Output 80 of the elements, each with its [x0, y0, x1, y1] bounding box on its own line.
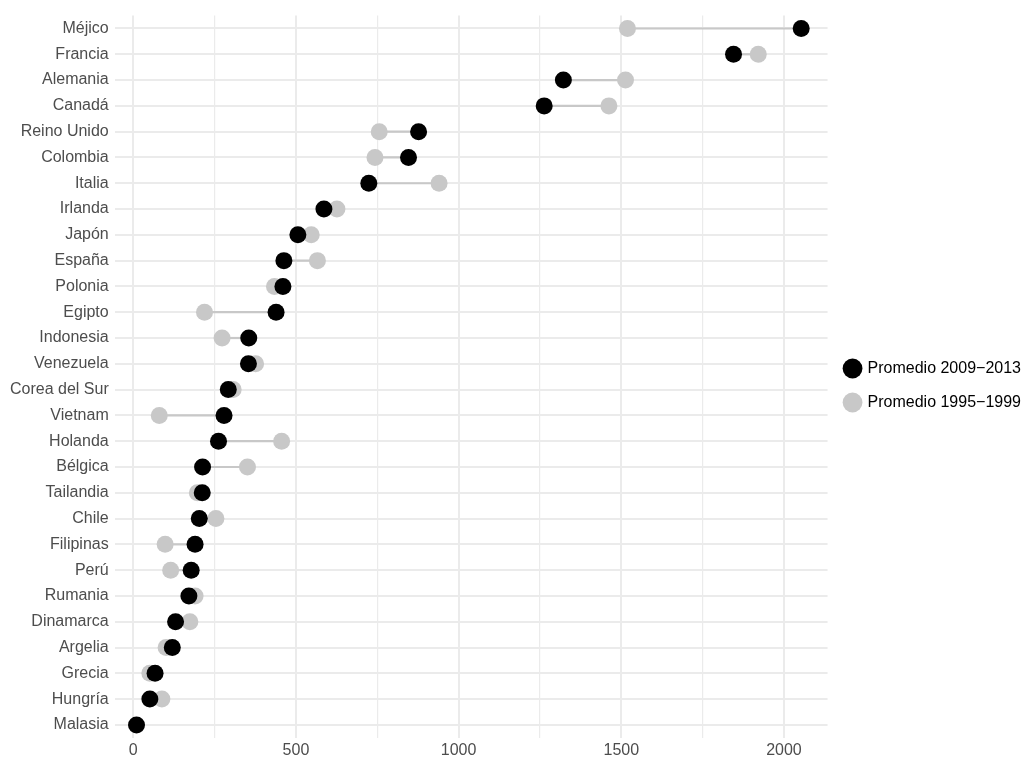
point — [128, 716, 146, 734]
y-tick-label: Holanda — [49, 431, 109, 449]
point — [215, 406, 233, 424]
point — [360, 174, 378, 192]
point — [182, 561, 200, 579]
point — [186, 535, 204, 553]
y-tick-label: Indonesia — [39, 328, 109, 346]
point — [308, 252, 326, 270]
point — [275, 252, 293, 270]
x-tick-label: 2000 — [766, 740, 802, 758]
point — [210, 432, 227, 450]
point — [749, 45, 767, 63]
point — [535, 97, 553, 115]
point — [617, 71, 635, 89]
y-tick-label: Dinamarca — [31, 612, 109, 630]
x-tick-label: 1000 — [440, 740, 477, 758]
point — [141, 690, 159, 708]
point — [180, 587, 198, 605]
point — [273, 432, 291, 450]
point — [194, 458, 212, 476]
point — [274, 277, 292, 295]
point — [430, 174, 448, 192]
point — [190, 510, 208, 528]
point — [193, 484, 211, 502]
y-tick-label: Reino Unido — [20, 122, 109, 140]
point — [267, 303, 285, 321]
y-tick-label: Malasia — [53, 715, 109, 733]
point — [792, 20, 810, 37]
point — [146, 664, 164, 682]
y-tick-label: Vietnam — [50, 405, 109, 423]
point — [410, 123, 428, 141]
point — [213, 329, 231, 347]
legend-label: Promedio 1995−1999 — [867, 392, 1022, 410]
y-tick-label: Francia — [55, 44, 109, 62]
y-tick-label: Colombia — [41, 147, 109, 165]
point — [400, 148, 417, 166]
point — [238, 458, 256, 476]
y-tick-label: Alemania — [42, 70, 109, 88]
y-tick-label: Chile — [72, 508, 109, 526]
y-tick-label: España — [54, 251, 109, 269]
y-tick-label: Polonia — [55, 276, 109, 294]
x-tick-label: 1500 — [603, 740, 640, 758]
y-tick-label: Grecia — [61, 663, 109, 681]
y-tick-label: Méjico — [62, 18, 109, 36]
point — [725, 45, 743, 63]
y-tick-label: Irlanda — [59, 199, 109, 217]
point — [219, 381, 237, 399]
point — [240, 329, 258, 347]
point — [162, 561, 180, 579]
point — [618, 20, 636, 37]
y-tick-label: Corea del Sur — [10, 380, 110, 397]
point — [167, 613, 185, 631]
x-tick-label: 500 — [282, 740, 310, 758]
point — [239, 355, 257, 373]
y-tick-label: Tailandia — [45, 483, 109, 501]
point — [366, 148, 384, 166]
x-tick-label: 0 — [128, 740, 138, 758]
y-tick-label: Filipinas — [50, 534, 109, 552]
y-tick-label: Rumania — [44, 586, 109, 604]
point — [181, 613, 199, 631]
point — [150, 406, 168, 424]
point — [289, 226, 307, 244]
point — [370, 123, 388, 141]
y-tick-label: Egipto — [63, 302, 109, 320]
point — [207, 510, 225, 528]
legend-label: Promedio 2009−2013 — [867, 358, 1022, 376]
point — [163, 639, 181, 657]
point — [196, 303, 214, 321]
y-tick-label: Japón — [65, 225, 109, 243]
point — [600, 97, 618, 115]
point — [315, 200, 333, 218]
point — [156, 535, 174, 553]
y-tick-label: Venezuela — [33, 354, 109, 372]
y-tick-label: Canadá — [52, 96, 109, 114]
y-tick-label: Hungría — [51, 689, 109, 707]
y-tick-label: Argelia — [58, 637, 109, 655]
point — [554, 71, 572, 89]
y-tick-label: Italia — [74, 173, 109, 191]
y-tick-label: Bélgica — [56, 457, 109, 475]
y-tick-label: Perú — [74, 560, 109, 578]
